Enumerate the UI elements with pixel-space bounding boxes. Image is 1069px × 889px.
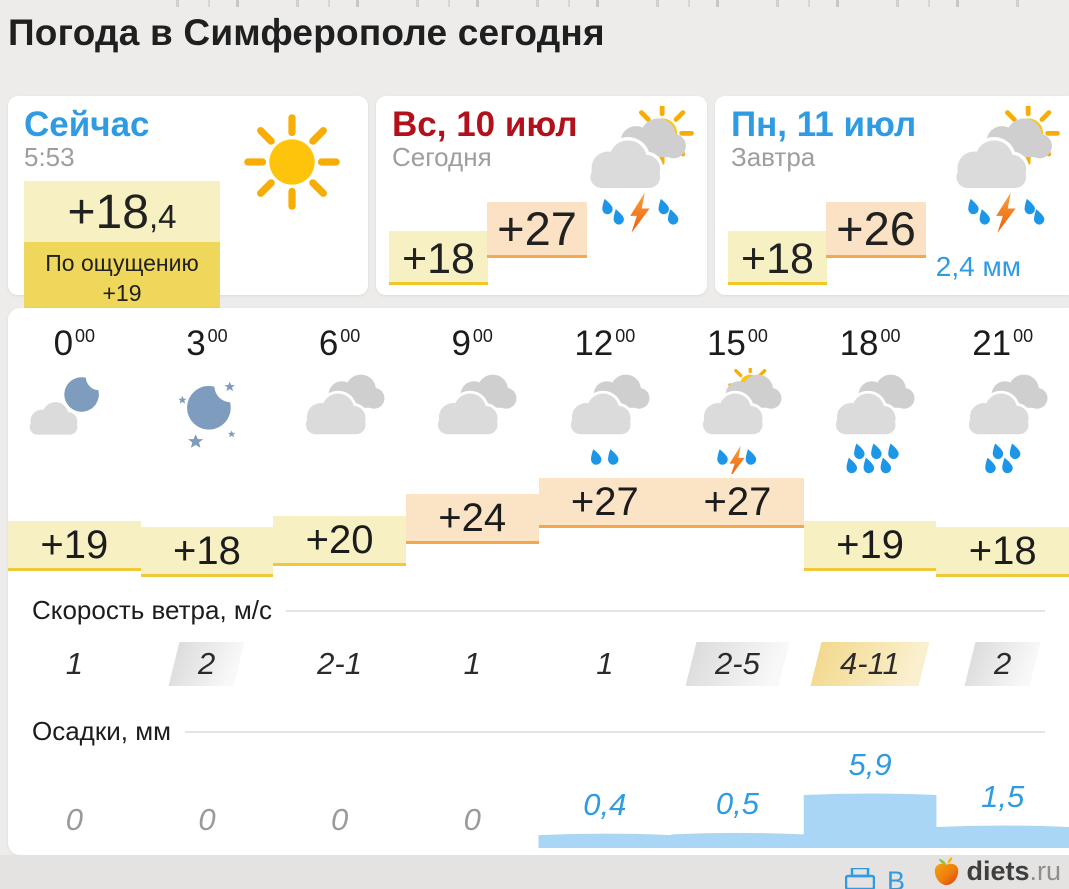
hour-temperature: +27 — [671, 476, 804, 583]
card-now[interactable]: Сейчас 5:53 +18,4 По ощущению +19 — [8, 96, 368, 316]
card-today-date: Вс, 10 июл — [392, 105, 578, 144]
weather-rain-4-icon — [936, 368, 1069, 474]
hour-wind-speed: 2 — [936, 642, 1069, 686]
weather-moon-cloud-icon — [8, 368, 141, 474]
current-temperature: +18,4 — [24, 181, 220, 243]
wind-section-header: Скорость ветра, м/с — [32, 595, 1045, 626]
hour-temperature: +20 — [273, 476, 406, 583]
hour-time-label: 15 00 — [706, 324, 768, 363]
card-tomorrow-sub: Завтра — [731, 141, 816, 172]
card-now-time: 5:53 — [24, 141, 75, 172]
hour-wind-speed: 1 — [463, 646, 481, 681]
card-tomorrow-date: Пн, 11 июл — [731, 105, 917, 144]
card-today-sub: Сегодня — [392, 141, 492, 172]
hour-precipitation: 0,4 — [583, 787, 627, 823]
hour-temperature: +18 — [140, 476, 274, 583]
precip-section-header: Осадки, мм — [32, 716, 1045, 747]
hour-wind-speed: 1 — [596, 646, 614, 681]
card-today-minmax: +18 +27 — [389, 201, 589, 285]
max-temperature: +27 — [487, 202, 587, 258]
hour-wind-speed: 1 — [65, 646, 83, 681]
precip-chart-row: 0 0 0 0 0,4 0,5 5,9 1,5 — [8, 747, 1069, 848]
hour-time-label: 9 00 — [451, 324, 493, 363]
card-tomorrow-minmax: +18 +26 — [728, 201, 928, 285]
hours-icons-row — [8, 363, 1069, 477]
hour-precipitation: 0 — [463, 802, 481, 837]
storm-rain-sun-icon — [939, 101, 1061, 233]
summary-cards: Сейчас 5:53 +18,4 По ощущению +19 Вс, 10… — [8, 96, 1069, 316]
hour-time-label: 12 00 — [574, 324, 636, 363]
precip-amount: 2,4 мм — [935, 251, 1021, 282]
cropped-print-link[interactable]: В — [845, 868, 905, 889]
hour-temperature: +24 — [405, 476, 539, 583]
hour-wind-speed: 4-11 — [804, 642, 937, 686]
temperature-band-chart: +19 +18 +20 +24 +27 +27 +19 +18 — [8, 476, 1069, 583]
hour-precipitation: 5,9 — [848, 747, 892, 782]
min-temperature: +18 — [728, 231, 827, 285]
card-today[interactable]: Вс, 10 июл Сегодня +18 +27 — [376, 96, 707, 295]
divider — [286, 609, 1045, 612]
hour-temperature: +18 — [936, 476, 1069, 583]
hour-precipitation: 0 — [65, 802, 83, 837]
cropped-top-nav — [150, 0, 1029, 7]
hour-time-label: 21 00 — [972, 324, 1034, 363]
diets-ru-logo[interactable]: diets .ru — [931, 856, 1061, 887]
hour-precipitation: 0 — [198, 802, 216, 837]
hourly-forecast-panel: 0 00 3 00 6 00 9 00 12 00 15 00 18 00 21 00 +19 +18 +20 +2… — [8, 308, 1069, 855]
footer-bar: В diets .ru — [0, 855, 1069, 889]
wind-values-row: 1 2 2-1 1 1 2-5 4-11 2 — [8, 638, 1069, 690]
max-temperature: +26 — [826, 202, 926, 258]
weather-storm-small-icon — [671, 363, 804, 477]
divider — [184, 730, 1045, 733]
hour-time-label: 3 00 — [186, 324, 228, 363]
hours-times-row: 0 00 3 00 6 00 9 00 12 00 15 00 18 00 21 00 — [8, 308, 1069, 364]
hour-wind-speed: 2 — [141, 642, 274, 686]
page-title: Погода в Симферополе сегодня — [8, 12, 605, 53]
printer-icon — [845, 868, 875, 889]
hour-wind-speed: 2-5 — [671, 642, 804, 686]
hour-precipitation: 1,5 — [981, 779, 1025, 815]
card-tomorrow[interactable]: Пн, 11 июл Завтра +18 +26 2,4 мм — [715, 96, 1069, 295]
precip-area-chart — [8, 793, 1069, 848]
feels-like: По ощущению +19 — [24, 242, 220, 316]
weather-moon-stars-icon — [141, 368, 274, 474]
hour-temperature: +19 — [8, 476, 141, 583]
apple-icon — [935, 856, 959, 886]
hour-precipitation: 0,5 — [715, 786, 759, 822]
weather-rain-6-icon — [804, 368, 937, 474]
weather-rain-2-icon — [539, 368, 672, 474]
hour-temperature: +27 — [538, 476, 672, 583]
min-temperature: +18 — [389, 231, 488, 285]
weather-clouds-icon — [406, 368, 539, 474]
hour-wind-speed: 2-1 — [317, 646, 362, 681]
storm-rain-sun-icon — [573, 101, 695, 233]
card-now-title: Сейчас — [24, 105, 150, 144]
hour-temperature: +19 — [803, 476, 937, 583]
hour-precipitation: 0 — [330, 802, 349, 837]
sun-icon — [238, 108, 346, 216]
hour-time-label: 18 00 — [839, 324, 901, 363]
weather-clouds-icon — [273, 368, 406, 474]
hour-time-label: 6 00 — [318, 324, 361, 363]
hour-time-label: 0 00 — [53, 324, 96, 363]
